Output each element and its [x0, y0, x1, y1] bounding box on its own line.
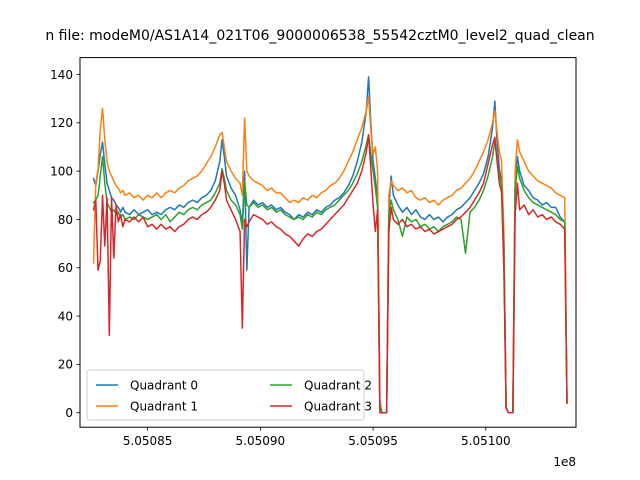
legend-label-quadrant-1: Quadrant 1 [130, 400, 198, 414]
y-tick-label: 0 [65, 406, 73, 420]
y-tick-label: 20 [58, 358, 73, 372]
y-axis: 0 20 40 60 80 100 120 140 [50, 68, 80, 420]
y-tick-label: 100 [50, 164, 73, 178]
chart-title: n file: modeM0/AS1A14_021T06_9000006538_… [45, 28, 594, 44]
x-tick-label: 5.05100 [461, 434, 511, 448]
y-tick-label: 40 [58, 309, 73, 323]
series-line-quadrant-1 [92, 95, 568, 414]
y-tick-label: 120 [50, 116, 73, 130]
y-tick-label: 80 [58, 213, 73, 227]
y-tick-label: 60 [58, 261, 73, 275]
plot-lines [92, 76, 568, 414]
x-axis-offset-label: 1e8 [553, 455, 576, 469]
x-tick-label: 5.05090 [236, 434, 286, 448]
legend-box [86, 369, 365, 421]
series-line-quadrant-3 [92, 134, 568, 414]
legend: Quadrant 0 Quadrant 1 Quadrant 2 Quadrant 3 [86, 369, 372, 421]
legend-label-quadrant-2: Quadrant 2 [304, 379, 372, 393]
x-tick-label: 5.05095 [348, 434, 398, 448]
x-tick-label: 5.05085 [123, 434, 173, 448]
y-tick-label: 140 [50, 68, 73, 82]
legend-label-quadrant-0: Quadrant 0 [130, 379, 198, 393]
axes-frame [79, 57, 577, 428]
x-axis: 5.05085 5.05090 5.05095 5.05100 [123, 427, 511, 448]
legend-label-quadrant-3: Quadrant 3 [304, 400, 372, 414]
